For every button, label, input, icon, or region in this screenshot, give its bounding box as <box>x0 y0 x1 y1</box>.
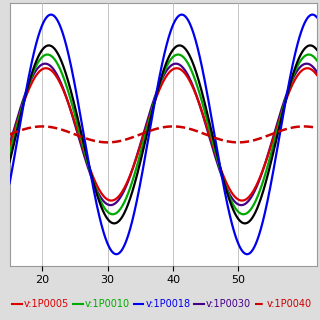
v:1P0030 <box>8 142 12 146</box>
v:1P0030 <box>306 62 310 66</box>
v:1P0010 <box>315 59 319 62</box>
v:1P0010 <box>23 93 27 97</box>
v:1P0005 <box>306 66 310 70</box>
v:1P0018 <box>306 15 310 19</box>
v:1P0040 <box>306 125 310 129</box>
v:1P0018 <box>157 76 161 80</box>
v:1P0030 <box>149 107 153 111</box>
v:1P0005 <box>149 111 153 115</box>
v:1P0005 <box>157 89 161 92</box>
v:1P0030 <box>306 62 310 66</box>
v:1P0040 <box>8 132 12 136</box>
v:1P0040 <box>315 126 319 130</box>
v:1P0040 <box>23 127 27 131</box>
v:1P0010 <box>157 84 161 87</box>
Line: v:1P0018: v:1P0018 <box>10 15 317 254</box>
v:1P0040 <box>250 139 253 143</box>
v:1P0040 <box>106 140 109 144</box>
v:1P0010 <box>307 52 311 56</box>
v:1P0010 <box>250 206 253 210</box>
v:1P0018 <box>315 15 319 19</box>
Line: v:1P0040: v:1P0040 <box>10 126 317 142</box>
v:1P0010 <box>149 111 153 115</box>
v:1P0040 <box>302 124 306 128</box>
Legend: v:1P0005, v:1P0010, v:1P0018, v:1P0030, v:1P0040: v:1P0005, v:1P0010, v:1P0018, v:1P0030, … <box>8 295 316 313</box>
v:1P0030 <box>315 70 319 74</box>
v:1P0018 <box>115 252 118 256</box>
Line: v:1P0005: v:1P0005 <box>10 68 317 201</box>
v:1P0030 <box>250 195 253 198</box>
v:1P0040 <box>149 129 153 132</box>
v:1P0018 <box>149 121 153 125</box>
v:1P0018 <box>250 249 254 253</box>
v:1P0018 <box>306 15 310 19</box>
v:1P0005 <box>175 66 179 70</box>
v:1P0018 <box>8 181 12 185</box>
v:1P0040 <box>157 126 161 130</box>
v:1P0010 <box>306 53 310 57</box>
v:1P0030 <box>305 62 308 66</box>
v:1P0018 <box>23 93 27 97</box>
v:1P0010 <box>306 53 310 57</box>
Line: v:1P0030: v:1P0030 <box>10 64 317 205</box>
v:1P0030 <box>109 203 113 207</box>
v:1P0010 <box>8 152 12 156</box>
v:1P0040 <box>306 125 310 129</box>
v:1P0005 <box>8 144 12 148</box>
v:1P0018 <box>180 13 184 17</box>
v:1P0010 <box>111 212 115 216</box>
v:1P0005 <box>315 73 319 77</box>
v:1P0005 <box>23 96 27 100</box>
v:1P0005 <box>306 66 310 70</box>
v:1P0030 <box>23 92 27 96</box>
v:1P0005 <box>250 191 254 195</box>
v:1P0005 <box>240 199 244 203</box>
Line: v:1P0010: v:1P0010 <box>10 54 317 214</box>
v:1P0030 <box>157 84 161 87</box>
